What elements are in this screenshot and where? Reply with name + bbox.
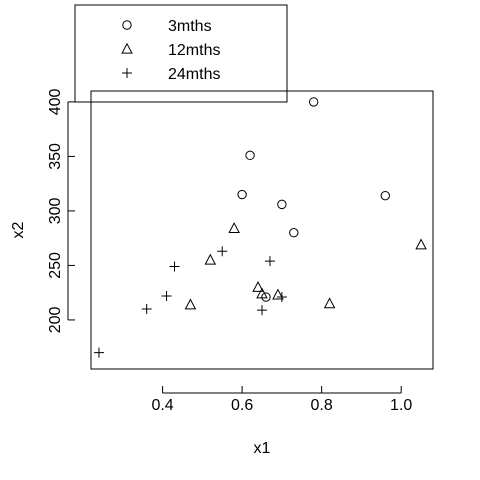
x-tick-label: 1.0	[390, 397, 412, 414]
data-point	[261, 292, 271, 302]
x-tick-label: 0.8	[311, 397, 333, 414]
x-tick-label: 0.4	[151, 397, 173, 414]
legend: 3mths 12mths 24mths	[74, 4, 288, 103]
data-point	[217, 246, 228, 257]
data-point	[256, 287, 268, 299]
legend-marker	[122, 20, 132, 30]
data-point	[141, 304, 152, 315]
data-point	[204, 253, 217, 265]
data-point	[289, 228, 299, 238]
y-axis-title: x2	[10, 221, 27, 238]
series-12mths	[184, 222, 427, 310]
data-point	[245, 150, 255, 161]
legend-box	[74, 4, 288, 103]
legend-label: 12mths	[168, 42, 220, 59]
data-point	[228, 222, 240, 234]
series-3mths	[237, 97, 390, 302]
data-point	[380, 190, 390, 201]
plot-frame	[90, 90, 434, 370]
data-point	[169, 261, 180, 272]
data-point	[252, 280, 264, 292]
data-point	[93, 347, 104, 358]
data-point	[272, 288, 284, 300]
data-point	[184, 298, 197, 310]
y-tick-label: 300	[47, 197, 64, 224]
data-point	[161, 290, 172, 301]
x-tick-label: 0.6	[231, 397, 253, 414]
data-point	[257, 305, 267, 316]
data-point	[415, 238, 427, 250]
legend-label: 24mths	[168, 66, 220, 83]
data-point	[323, 297, 336, 309]
y-tick-label: 200	[47, 306, 64, 333]
x-axis-title: x1	[254, 440, 271, 457]
legend-label: 3mths	[168, 18, 212, 35]
plot-area	[93, 97, 427, 358]
axes: 0.4 0.6 0.8 1.0 200 250 300 350 400 x1 x2	[10, 88, 434, 457]
data-point	[277, 199, 287, 210]
data-point	[237, 189, 247, 200]
series-24mths	[93, 246, 287, 358]
y-tick-label: 250	[47, 252, 64, 279]
y-tick-label: 350	[47, 143, 64, 170]
data-point	[308, 97, 319, 107]
data-point	[264, 256, 275, 267]
legend-marker	[122, 68, 132, 78]
y-tick-label: 400	[47, 88, 64, 115]
data-point	[276, 292, 287, 303]
legend-marker	[121, 42, 133, 54]
